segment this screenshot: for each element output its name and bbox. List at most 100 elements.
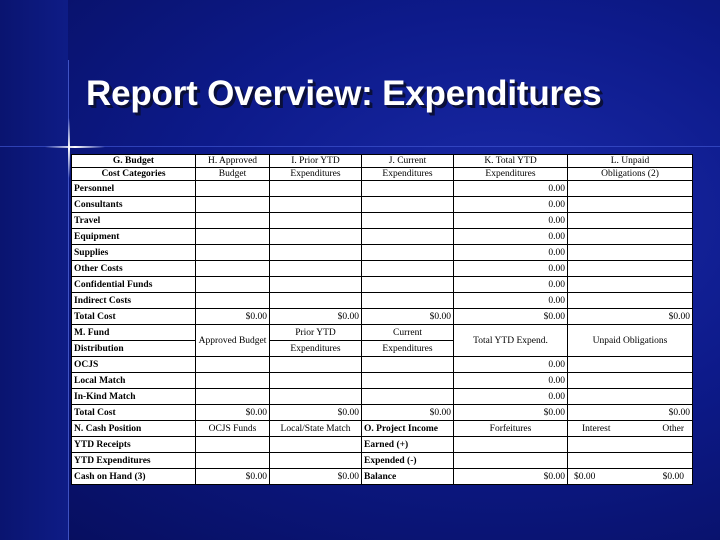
row-total: 0.00: [453, 372, 568, 389]
row-total: 0.00: [453, 196, 568, 213]
cash-header-cell: Local/State Match: [269, 420, 362, 437]
cost-category-row: Indirect Costs 0.00: [71, 292, 693, 309]
fund-header-label: Distribution: [71, 340, 196, 357]
empty-cell: [195, 356, 270, 373]
row-label: Confidential Funds: [71, 276, 196, 293]
cash-header-cell: Interest Other: [567, 420, 693, 437]
empty-cell: [269, 196, 362, 213]
cost-category-row: Equipment 0.00: [71, 228, 693, 245]
header-cell: Expenditures: [269, 167, 362, 181]
empty-cell: [361, 212, 454, 229]
fund-row: Local Match 0.00: [71, 372, 693, 389]
row-total: 0.00: [453, 212, 568, 229]
horizontal-accent-line: [0, 146, 720, 147]
empty-cell: [361, 356, 454, 373]
vertical-accent-line: [68, 60, 69, 540]
empty-cell: [269, 244, 362, 261]
cash-row: YTD Receipts Earned (+): [71, 436, 693, 453]
total-cost-row: Total Cost $0.00 $0.00 $0.00 $0.00 $0.00: [71, 404, 693, 421]
cash-position-rows: YTD Receipts Earned (+) YTD Expenditures Ex…: [71, 436, 693, 469]
empty-cell: [567, 452, 693, 469]
total-value: $0.00: [195, 308, 270, 325]
fund-header-cell: Prior YTD: [269, 324, 362, 341]
cash-header-cell: O. Project Income: [361, 420, 454, 437]
empty-cell: [195, 196, 270, 213]
empty-cell: [567, 212, 693, 229]
row-label: OCJS: [71, 356, 196, 373]
cash-value: $0.00: [453, 468, 568, 485]
cash-on-hand-row: Cash on Hand (3) $0.00 $0.00 Balance $0.…: [71, 468, 693, 485]
empty-cell: [567, 388, 693, 405]
fund-header-label: M. Fund: [71, 324, 196, 341]
fund-header-cell: Unpaid Obligations: [567, 324, 693, 357]
cash-value-pair: $0.00 $0.00: [567, 468, 693, 485]
empty-cell: [567, 228, 693, 245]
cash-header-label: N. Cash Position: [71, 420, 196, 437]
empty-cell: [195, 212, 270, 229]
cash-value: $0.00: [269, 468, 362, 485]
empty-cell: [567, 244, 693, 261]
empty-cell: [361, 372, 454, 389]
empty-cell: [269, 388, 362, 405]
empty-cell: [361, 228, 454, 245]
empty-cell: [567, 292, 693, 309]
empty-cell: [361, 260, 454, 277]
fund-header-cell: Total YTD Expend.: [453, 324, 568, 357]
cash-row: YTD Expenditures Expended (-): [71, 452, 693, 469]
balance-label: Balance: [361, 468, 454, 485]
total-value: $0.00: [195, 404, 270, 421]
empty-cell: [269, 356, 362, 373]
fund-distribution-rows: OCJS 0.00 Local Match 0.00 In-Kind Match 0.00: [71, 356, 693, 405]
row-label: Travel: [71, 212, 196, 229]
cost-category-row: Personnel 0.00: [71, 180, 693, 197]
header-cell: Expenditures: [453, 167, 568, 181]
header-cell: H. Approved: [195, 154, 270, 168]
total-value: $0.00: [361, 404, 454, 421]
header-row-1: G. Budget H. Approved I. Prior YTD J. Cu…: [71, 154, 693, 168]
row-label: Local Match: [71, 372, 196, 389]
header-cell: J. Current: [361, 154, 454, 168]
empty-cell: [567, 196, 693, 213]
empty-cell: [195, 452, 270, 469]
total-value: $0.00: [567, 308, 693, 325]
cash-header-cell: OCJS Funds: [195, 420, 270, 437]
total-value: $0.00: [361, 308, 454, 325]
cash-header-cell: Forfeitures: [453, 420, 568, 437]
empty-cell: [269, 292, 362, 309]
empty-cell: [195, 276, 270, 293]
empty-cell: [361, 292, 454, 309]
row-total: 0.00: [453, 228, 568, 245]
header-cell: Budget: [195, 167, 270, 181]
empty-cell: [567, 372, 693, 389]
fund-header-cell: Current: [361, 324, 454, 341]
empty-cell: [567, 180, 693, 197]
row-total: 0.00: [453, 292, 568, 309]
empty-cell: [269, 212, 362, 229]
other-label: Other: [662, 423, 684, 434]
cost-category-row: Other Costs 0.00: [71, 260, 693, 277]
empty-cell: [269, 276, 362, 293]
empty-cell: [567, 436, 693, 453]
total-cost-label: Total Cost: [71, 404, 196, 421]
empty-cell: [361, 388, 454, 405]
empty-cell: [361, 276, 454, 293]
row-label: In-Kind Match: [71, 388, 196, 405]
header-row-2: Cost Categories Budget Expenditures Expe…: [71, 167, 693, 181]
fund-header-cell: Expenditures: [361, 340, 454, 357]
slide-title: Report Overview: Expenditures: [86, 74, 602, 113]
empty-cell: [269, 260, 362, 277]
fund-row: OCJS 0.00: [71, 356, 693, 373]
cost-category-row: Confidential Funds 0.00: [71, 276, 693, 293]
fund-header-row-1: M. Fund Approved Budget Prior YTD Curren…: [71, 324, 693, 357]
header-cell: Obligations (2): [567, 167, 693, 181]
header-cell: I. Prior YTD: [269, 154, 362, 168]
empty-cell: [195, 260, 270, 277]
interest-value: $0.00: [574, 471, 596, 482]
empty-cell: [195, 388, 270, 405]
row-label: Indirect Costs: [71, 292, 196, 309]
row-total: 0.00: [453, 260, 568, 277]
empty-cell: [195, 436, 270, 453]
left-decor-band: [0, 0, 68, 540]
empty-cell: [567, 260, 693, 277]
empty-cell: [361, 244, 454, 261]
